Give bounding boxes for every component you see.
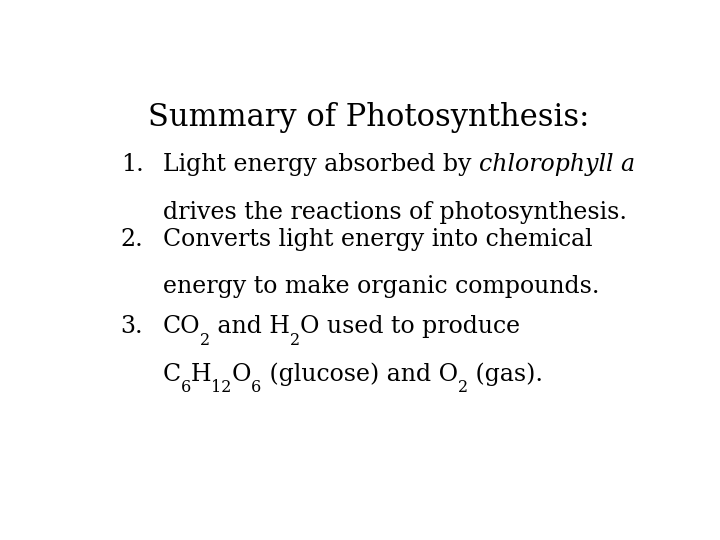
- Text: (gas).: (gas).: [468, 362, 543, 386]
- Text: 12: 12: [212, 380, 232, 396]
- Text: 2: 2: [290, 332, 300, 349]
- Text: 2: 2: [458, 380, 468, 396]
- Text: 6: 6: [181, 380, 191, 396]
- Text: Summary of Photosynthesis:: Summary of Photosynthesis:: [148, 102, 590, 133]
- Text: drives the reactions of photosynthesis.: drives the reactions of photosynthesis.: [163, 201, 626, 224]
- Text: energy to make organic compounds.: energy to make organic compounds.: [163, 275, 599, 299]
- Text: O: O: [232, 363, 251, 386]
- Text: and H: and H: [210, 315, 290, 338]
- Text: H: H: [191, 363, 212, 386]
- Text: CO: CO: [163, 315, 200, 338]
- Text: 1.: 1.: [121, 153, 143, 176]
- Text: Light energy absorbed by: Light energy absorbed by: [163, 153, 479, 176]
- Text: chlorophyll a: chlorophyll a: [479, 153, 634, 176]
- Text: Converts light energy into chemical: Converts light energy into chemical: [163, 228, 592, 251]
- Text: (glucose) and O: (glucose) and O: [261, 362, 458, 386]
- Text: C: C: [163, 363, 181, 386]
- Text: O used to produce: O used to produce: [300, 315, 521, 338]
- Text: 2: 2: [200, 332, 210, 349]
- Text: 3.: 3.: [121, 315, 143, 338]
- Text: 6: 6: [251, 380, 261, 396]
- Text: 2.: 2.: [121, 228, 143, 251]
